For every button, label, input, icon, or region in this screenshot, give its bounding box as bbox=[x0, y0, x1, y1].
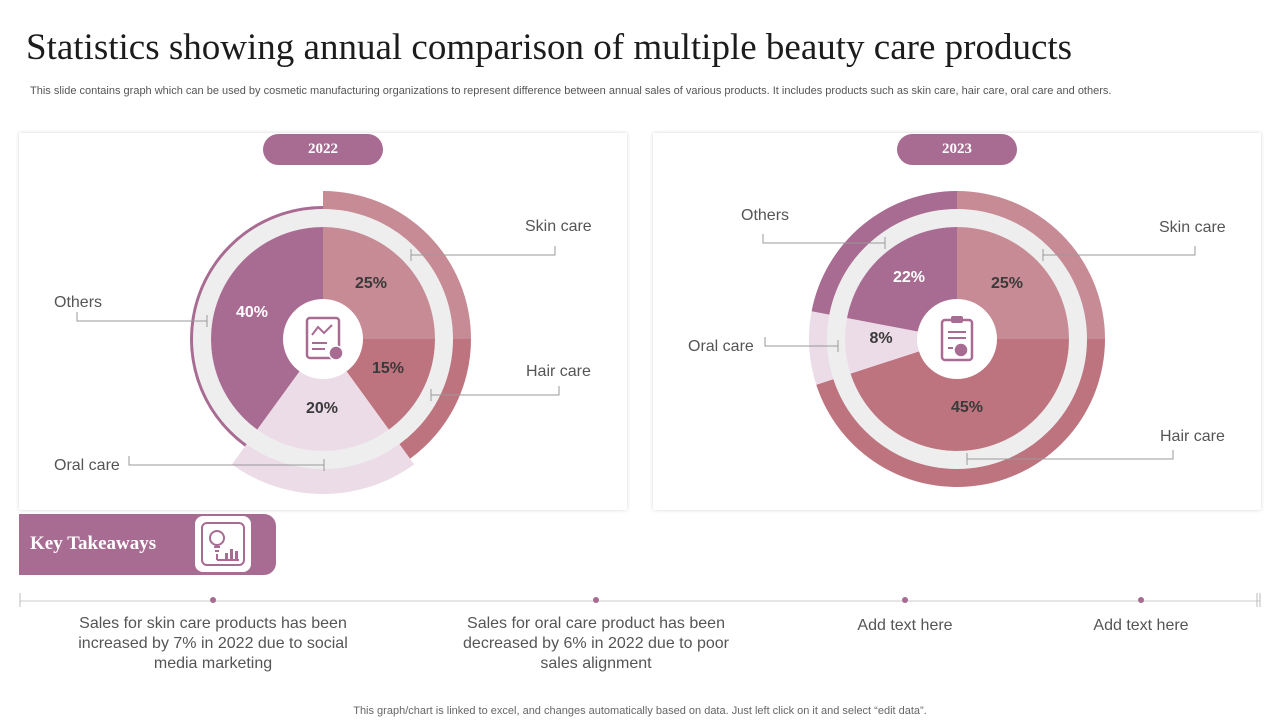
others-category-label: Others bbox=[741, 207, 789, 224]
footer-note: This graph/chart is linked to excel, and… bbox=[353, 705, 927, 717]
page-subtitle: This slide contains graph which can be u… bbox=[30, 85, 1112, 97]
lightbulb-chart-icon bbox=[195, 516, 251, 572]
oral-care-slice-2023[interactable] bbox=[845, 318, 957, 374]
others-value-label: 22% bbox=[893, 269, 925, 286]
timeline-dot bbox=[1138, 597, 1144, 603]
center-badge bbox=[283, 299, 363, 379]
chart-panel-2023[interactable]: 25% 45% 8% 22% Skin care Hair care Oral care Ot… bbox=[653, 133, 1261, 510]
oral-care-callout-line bbox=[128, 456, 324, 466]
clipboard-chart-icon bbox=[940, 316, 974, 362]
key-takeaways-title: Key Takeaways bbox=[30, 533, 157, 554]
chart-panel-2022[interactable]: 25% 15% 20% 40% Skin care Hair care Oral care O… bbox=[19, 133, 627, 510]
page-title: Statistics showing annual comparison of … bbox=[26, 27, 1073, 68]
hair-care-category-label: Hair care bbox=[526, 363, 591, 380]
hair-care-category-label: Hair care bbox=[1160, 428, 1225, 445]
takeaway-text-4: Add text here bbox=[1093, 617, 1189, 634]
separator-ring bbox=[827, 209, 1087, 469]
oral-care-category-label: Oral care bbox=[54, 457, 120, 474]
key-takeaways-banner: Key Takeaways bbox=[19, 514, 276, 575]
others-slice-2022[interactable] bbox=[211, 227, 323, 430]
others-category-label: Others bbox=[54, 294, 102, 311]
separator-ring bbox=[193, 209, 453, 469]
takeaway-text-2: Sales for oral care product has been dec… bbox=[463, 615, 729, 672]
document-chart-icon bbox=[305, 316, 344, 361]
others-value-label: 40% bbox=[236, 304, 268, 321]
hair-care-outer-ring-slice-2023[interactable] bbox=[816, 339, 1105, 487]
skin-care-callout-line bbox=[1043, 246, 1196, 256]
skin-care-category-label: Skin care bbox=[525, 218, 592, 235]
hair-care-value-label: 45% bbox=[951, 399, 983, 416]
timeline-dot bbox=[902, 597, 908, 603]
oral-care-slice-2022[interactable] bbox=[257, 339, 389, 452]
skin-care-value-label: 25% bbox=[991, 275, 1023, 292]
skin-care-value-label: 25% bbox=[355, 275, 387, 292]
takeaway-text-1: Sales for skin care products has been in… bbox=[78, 615, 348, 672]
skin-care-category-label: Skin care bbox=[1159, 219, 1226, 236]
timeline-dot bbox=[593, 597, 599, 603]
pie-chart-2022[interactable]: 25% 15% 20% 40% Skin care Hair care Oral care O… bbox=[19, 133, 627, 510]
others-callout-line bbox=[76, 312, 207, 322]
timeline-dot bbox=[210, 597, 216, 603]
takeaway-text-3: Add text here bbox=[857, 617, 953, 634]
takeaways-timeline bbox=[19, 593, 1261, 607]
hair-care-callout-line bbox=[431, 386, 560, 396]
oral-care-value-label: 8% bbox=[869, 330, 892, 347]
oral-care-value-label: 20% bbox=[306, 400, 338, 417]
hair-care-value-label: 15% bbox=[372, 360, 404, 377]
year-badge-2023: 2023 bbox=[897, 134, 1017, 165]
skin-care-callout-line bbox=[411, 246, 556, 256]
oral-care-category-label: Oral care bbox=[688, 338, 754, 355]
hair-care-callout-line bbox=[967, 450, 1174, 460]
pie-chart-2023[interactable]: 25% 45% 8% 22% Skin care Hair care Oral care Ot… bbox=[653, 133, 1261, 510]
oral-care-callout-line bbox=[764, 337, 838, 347]
others-callout-line bbox=[762, 234, 885, 244]
hair-care-slice-2023[interactable] bbox=[850, 339, 1069, 452]
year-badge-2022: 2022 bbox=[263, 134, 383, 165]
